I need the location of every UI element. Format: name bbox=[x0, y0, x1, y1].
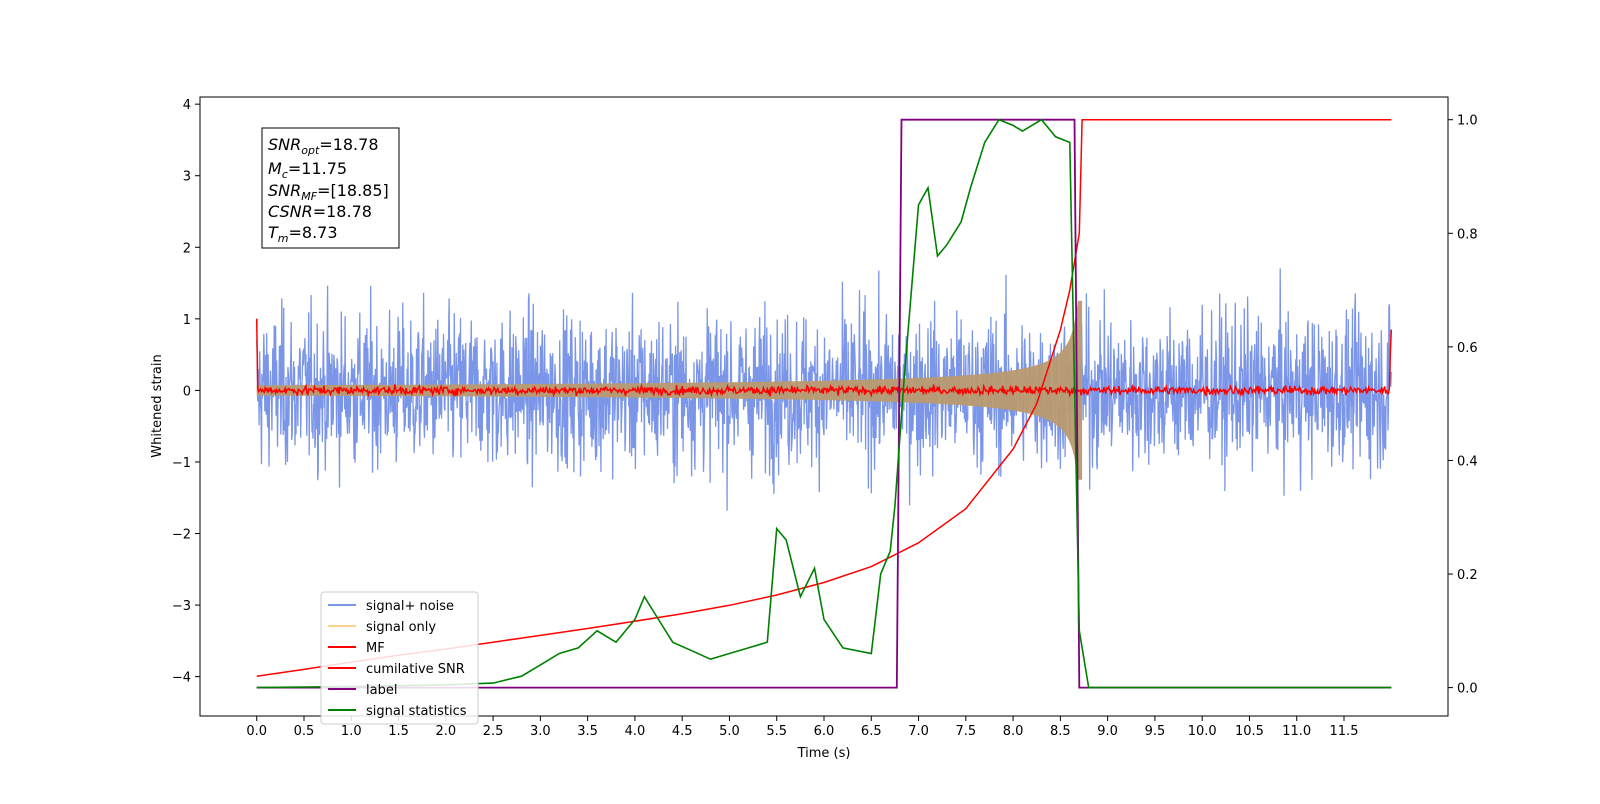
legend-label: signal statistics bbox=[366, 704, 467, 719]
x-tick-label: 6.5 bbox=[861, 724, 882, 739]
x-tick-label: 0.0 bbox=[246, 724, 267, 739]
series-mf bbox=[255, 318, 1393, 398]
info-csnr-value: =18.78 bbox=[313, 202, 372, 221]
legend: signal+ noise signal only MF cumilative SNR… bbox=[320, 591, 479, 725]
info-snr-opt: SNRopt=18.78 bbox=[268, 135, 379, 157]
series-signal-statistics bbox=[256, 118, 1392, 689]
x-tick-label: 8.5 bbox=[1050, 724, 1071, 739]
legend-label: signal only bbox=[366, 620, 436, 635]
y2-tick-label: 0.6 bbox=[1457, 341, 1478, 356]
x-tick-label: 10.5 bbox=[1235, 724, 1264, 739]
x-tick-label: 11.0 bbox=[1282, 724, 1311, 739]
y-tick-label: 2 bbox=[183, 241, 191, 256]
x-tick-label: 11.5 bbox=[1330, 724, 1359, 739]
x-tick-label: 4.0 bbox=[625, 724, 646, 739]
y-tick-label: 4 bbox=[183, 98, 191, 113]
info-tm: Tm=8.73 bbox=[268, 223, 338, 245]
x-tick-label: 5.0 bbox=[719, 724, 740, 739]
x-axis-label: Time (s) bbox=[797, 746, 851, 761]
legend-label: MF bbox=[366, 641, 385, 656]
y2-tick-label: 0.8 bbox=[1457, 227, 1478, 242]
y-axis-label: Whitened strain bbox=[150, 354, 165, 457]
y-tick-label: −4 bbox=[172, 671, 191, 686]
legend-label: label bbox=[366, 683, 397, 698]
info-mc-value: =11.75 bbox=[288, 159, 347, 178]
x-tick-label: 8.0 bbox=[1003, 724, 1024, 739]
x-tick-label: 0.5 bbox=[294, 724, 315, 739]
legend-label: cumilative SNR bbox=[366, 662, 465, 677]
info-snr-opt-symbol: SNR bbox=[268, 135, 301, 154]
y2-tick-label: 0.4 bbox=[1457, 454, 1478, 469]
info-mc-symbol: M bbox=[268, 159, 282, 178]
info-snr-mf-symbol: SNR bbox=[268, 181, 301, 200]
x-tick-label: 7.5 bbox=[955, 724, 976, 739]
x-tick-label: 3.5 bbox=[577, 724, 598, 739]
x-tick-label: 5.5 bbox=[766, 724, 787, 739]
info-snr-mf-subscript: MF bbox=[301, 190, 317, 203]
info-snr-mf: SNRMF=[18.85] bbox=[268, 181, 389, 203]
y-tick-label: 3 bbox=[183, 170, 191, 185]
x-tick-label: 1.5 bbox=[388, 724, 409, 739]
x-tick-label: 1.0 bbox=[341, 724, 362, 739]
info-tm-symbol: T bbox=[268, 223, 279, 242]
info-tm-value: =8.73 bbox=[289, 223, 338, 242]
info-csnr-symbol: CSNR bbox=[268, 202, 313, 221]
legend-frame bbox=[320, 591, 479, 725]
x-tick-label: 9.0 bbox=[1097, 724, 1118, 739]
x-tick-label: 2.0 bbox=[435, 724, 456, 739]
y2-tick-label: 0.0 bbox=[1457, 682, 1478, 697]
x-tick-label: 2.5 bbox=[483, 724, 504, 739]
y-tick-label: −2 bbox=[172, 528, 191, 543]
y-tick-label: 1 bbox=[183, 313, 191, 328]
info-snr-opt-value: =18.78 bbox=[319, 135, 378, 154]
info-tm-subscript: m bbox=[278, 232, 289, 245]
info-csnr: CSNR=18.78 bbox=[268, 202, 372, 221]
info-box: SNRopt=18.78 Mc=11.75 SNRMF=[18.85] CSNR… bbox=[261, 127, 400, 249]
series-signal-only bbox=[256, 300, 1083, 480]
info-box-frame bbox=[261, 127, 400, 249]
x-tick-label: 3.0 bbox=[530, 724, 551, 739]
x-tick-label: 7.0 bbox=[908, 724, 929, 739]
x-tick-label: 4.5 bbox=[672, 724, 693, 739]
info-mc-subscript: c bbox=[282, 168, 288, 181]
legend-items: signal+ noise signal only MF cumilative SNR… bbox=[328, 599, 467, 719]
info-snr-mf-value: =[18.85] bbox=[317, 181, 389, 200]
info-snr-opt-subscript: opt bbox=[301, 144, 320, 157]
x-tick-label: 10.0 bbox=[1188, 724, 1217, 739]
tick-layer: 0.0 0.5 1.0 1.5 2.0 2.5 3.0 3.5 4.0 4.5 5.0 5.5 6.0 6… bbox=[172, 98, 1478, 739]
y-tick-label: 0 bbox=[183, 384, 191, 399]
x-tick-label: 6.0 bbox=[814, 724, 835, 739]
y-tick-label: −1 bbox=[172, 456, 191, 471]
y2-tick-label: 1.0 bbox=[1457, 114, 1478, 129]
x-tick-label: 9.5 bbox=[1145, 724, 1166, 739]
y-tick-label: −3 bbox=[172, 599, 191, 614]
info-mc: Mc=11.75 bbox=[268, 159, 347, 181]
y2-tick-label: 0.2 bbox=[1457, 568, 1478, 583]
legend-label: signal+ noise bbox=[366, 599, 454, 614]
series-signal-noise bbox=[256, 268, 1392, 511]
